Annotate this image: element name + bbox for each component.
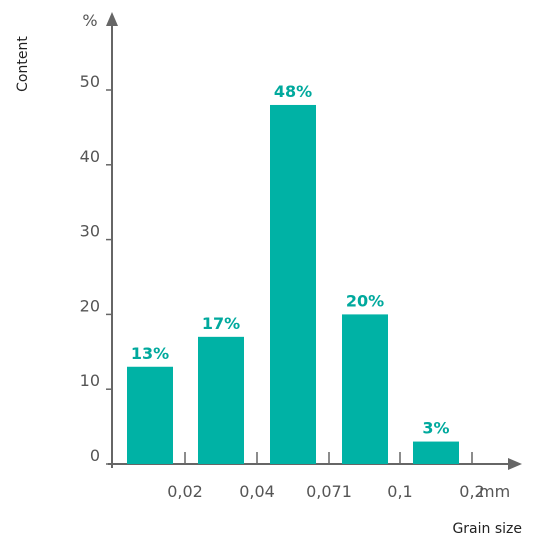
- bar-value-label: 3%: [422, 419, 449, 438]
- y-tick-label: 50: [80, 72, 100, 91]
- bar-value-label: 13%: [131, 344, 169, 363]
- y-tick-label: 20: [80, 296, 100, 315]
- x-unit-label: mm: [479, 482, 510, 501]
- bar: [413, 441, 459, 464]
- bars: [127, 104, 459, 465]
- bar-value-label: 48%: [274, 82, 312, 101]
- bar: [270, 104, 316, 465]
- y-tick-label: 10: [80, 371, 100, 390]
- y-unit-label: %: [82, 11, 97, 30]
- x-axis-arrow: [508, 458, 522, 470]
- y-tick-label: 0: [90, 446, 100, 465]
- bar-value-label: 17%: [202, 314, 240, 333]
- y-tick-label: 30: [80, 222, 100, 241]
- bar: [342, 314, 388, 464]
- bar: [127, 366, 173, 464]
- data-labels: 13% 17% 48% 20% 3%: [131, 82, 450, 438]
- x-tick-label: 0,04: [239, 482, 275, 501]
- x-tick-label: 0,071: [306, 482, 352, 501]
- x-ticks: 0,02 0,04 0,071 0,1 0,2: [167, 452, 485, 501]
- y-axis-arrow: [106, 12, 118, 26]
- x-axis-title: Grain size: [452, 521, 522, 537]
- x-tick-label: 0,1: [387, 482, 412, 501]
- y-ticks: 0 10 20 30 40 50: [80, 72, 112, 465]
- y-axis-title: Content: [15, 36, 31, 92]
- y-tick-label: 40: [80, 147, 100, 166]
- x-tick-label: 0,2: [459, 482, 484, 501]
- bar-value-label: 20%: [346, 291, 384, 310]
- x-tick-label: 0,02: [167, 482, 203, 501]
- bar: [198, 336, 244, 464]
